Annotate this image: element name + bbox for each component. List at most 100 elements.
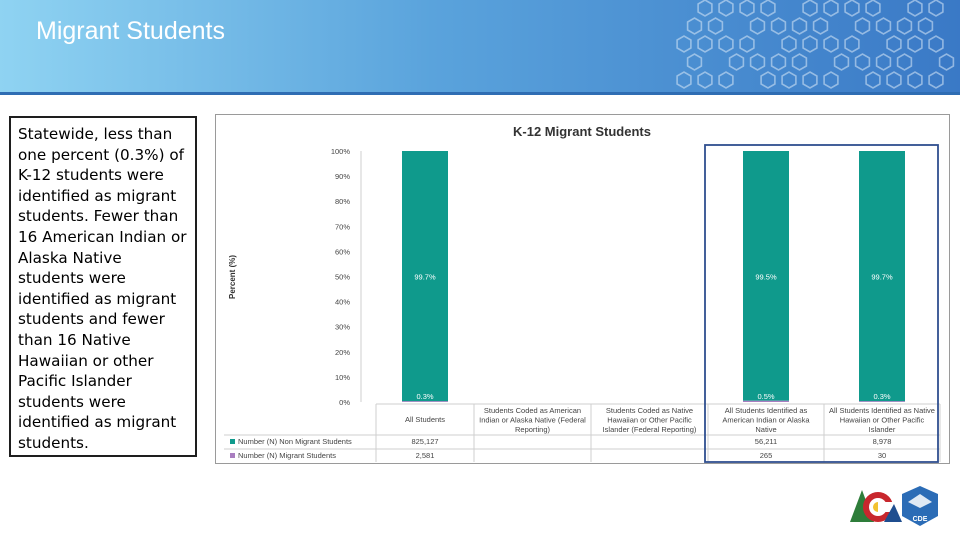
hexagon-icon [907,71,923,89]
table-value: 265 [760,451,773,460]
hexagon-icon [697,0,713,17]
hexagon-icon [760,0,776,17]
x-category-label-line: Indian or Alaska Native (Federal [479,416,586,425]
hexagon-icon [739,0,755,17]
hexagon-icon [802,71,818,89]
hexagon-icon [739,35,755,53]
cde-logo-icon: CDE [902,486,938,526]
hexagon-icon [686,53,703,71]
data-label-migrant: 0.3% [873,392,890,401]
hexagon-icon [928,71,944,89]
data-label-non-migrant: 99.7% [871,273,893,282]
hexagon-icon [770,17,787,35]
hexagon-icon [886,35,902,53]
y-tick-label: 70% [335,222,350,231]
data-label-non-migrant: 99.5% [755,273,777,282]
header-divider [0,92,960,95]
x-category-label: Students Coded as Native Hawaiian or Othe… [603,406,697,434]
bar-migrant [402,401,448,402]
y-tick-label: 40% [335,298,350,307]
hexagon-icon [802,35,818,53]
table-value: 56,211 [755,437,777,446]
hexagon-icon [875,17,892,35]
hexagon-icon [928,0,944,17]
y-tick-label: 90% [335,172,350,181]
colorado-logo-icon [850,490,902,522]
x-category-label-line: Students Coded as American [484,406,581,415]
hexagon-icon [676,35,692,53]
hexagon-icon [791,17,808,35]
hexagon-icon [697,71,713,89]
bar-non-migrant [402,151,448,402]
table-value: 825,127 [411,437,438,446]
hexagon-icon [802,0,818,17]
x-category-label: Students Coded as American Indian or Alas… [479,406,586,434]
hexagon-icon [917,17,934,35]
cde-logo-text: CDE [913,516,928,523]
bar-non-migrant [859,151,905,402]
hexagon-icon [875,53,892,71]
x-category-label-line: Islander [869,425,896,434]
highlight-box [704,144,939,463]
data-label-non-migrant: 99.7% [414,273,436,282]
hexagon-icon [865,71,881,89]
hexagon-icon [781,35,797,53]
hexagon-icon [718,0,734,17]
hexagon-icon [823,71,839,89]
x-category-label: All Students Identified as American India… [722,406,810,434]
hexagon-icon [728,53,745,71]
hexagon-icon [812,17,829,35]
chart-title: K-12 Migrant Students [513,124,651,139]
slide-header: Migrant Students [0,0,960,92]
hexagon-icon [697,35,713,53]
x-category-label-line: All Students [405,415,445,424]
bar-migrant [743,400,789,402]
x-category-label-line: Hawaiian or Other Pacific [607,416,692,425]
hexagon-icon [718,35,734,53]
summary-text: Statewide, less than one percent (0.3%) … [18,125,187,452]
hexagon-icon [854,53,871,71]
hexagon-icon [770,53,787,71]
y-tick-label: 100% [331,147,351,156]
y-tick-label: 10% [335,373,350,382]
data-label-migrant: 0.3% [416,392,433,401]
y-tick-label: 20% [335,348,350,357]
hexagon-icon [823,35,839,53]
hexagon-icon [928,35,944,53]
x-category-label-line: Students Coded as Native [606,406,693,415]
hexagon-icon [896,53,913,71]
migrant-students-chart: K-12 Migrant Students Percent (%) 0% 10% 20%… [224,124,941,463]
bar-non-migrant [743,151,789,401]
y-tick-label: 80% [335,197,350,206]
legend-swatch [230,439,235,444]
legend-label: Number (N) Non Migrant Students [238,437,352,446]
hexagon-icon [865,0,881,17]
x-category-label: All Students [405,415,445,424]
hexagon-icon [749,53,766,71]
hexagon-icon [844,35,860,53]
hexagon-icon [833,53,850,71]
bar-migrant [859,401,905,402]
table-value: 2,581 [416,451,435,460]
hexagon-icon [907,35,923,53]
y-tick-label: 30% [335,323,350,332]
legend-swatch [230,453,235,458]
hexagon-icon [760,71,776,89]
x-category-label-line: Islander (Federal Reporting) [603,425,697,434]
hexagon-icon [823,0,839,17]
x-category-label-line: Hawaiian or Other Pacific [840,416,925,425]
x-category-label-line: All Students Identified as [725,406,808,415]
hexagon-icon [896,17,913,35]
x-category-label-line: Native [755,425,776,434]
x-category-label-line: All Students Identified as Native [829,406,935,415]
table-value: 30 [878,451,886,460]
slide-title: Migrant Students [36,17,225,45]
x-category-label: All Students Identified as Native Hawaiia… [829,406,935,434]
summary-text-box: Statewide, less than one percent (0.3%) … [9,116,197,457]
logos: CDE [850,486,938,526]
y-tick-label: 60% [335,247,350,256]
hexagon-icon [907,0,923,17]
x-category-label-line: Reporting) [515,425,551,434]
y-tick-label: 0% [339,398,350,407]
chart-panel: K-12 Migrant Students Percent (%) 0% 10% 20%… [215,114,950,464]
